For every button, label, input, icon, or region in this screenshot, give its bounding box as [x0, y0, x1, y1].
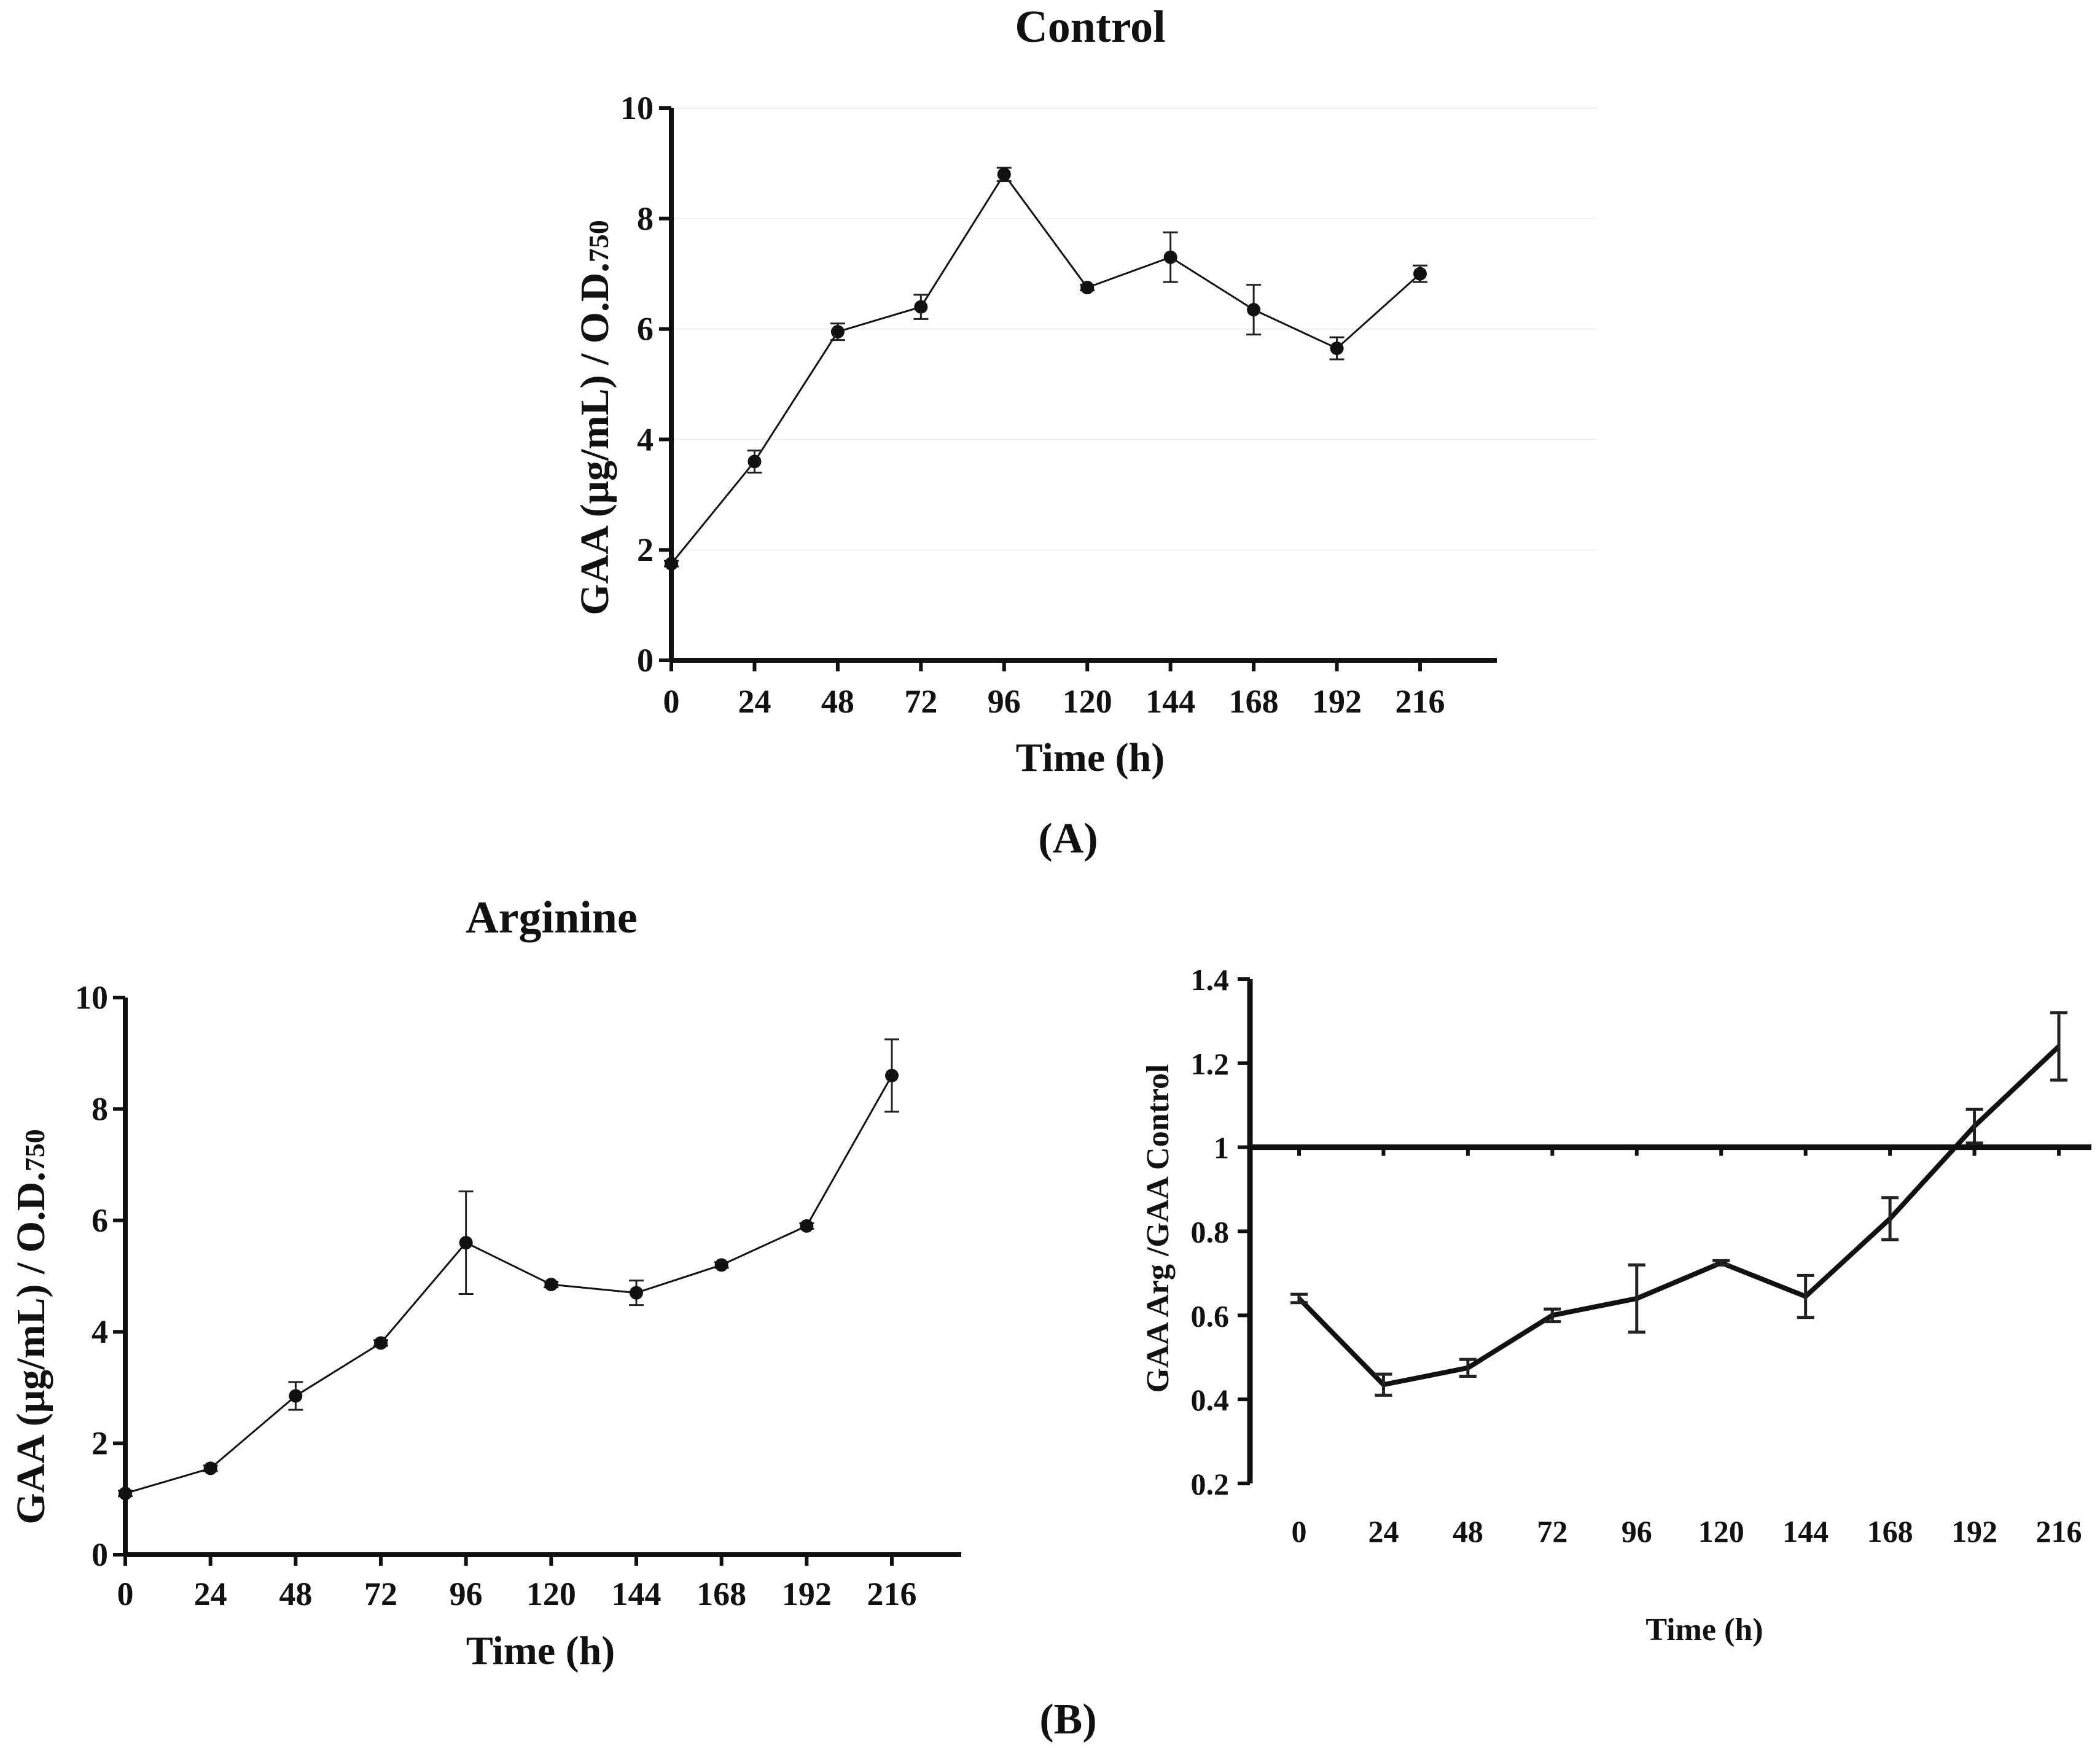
x-tick-label: 192: [1951, 1514, 1997, 1549]
y-tick-label: 2: [637, 531, 654, 568]
x-tick-label: 48: [821, 683, 854, 720]
x-tick-label: 216: [1395, 683, 1445, 720]
data-point: [1247, 303, 1261, 317]
x-tick-label: 96: [1622, 1514, 1652, 1549]
ratio-chart: 0.2 0.4 0.6 0.8 1 1.2 1.4 0 24 48 72 96 120 144 168 19…: [1141, 963, 2091, 1647]
data-point: [459, 1236, 473, 1250]
x-tick-label: 144: [612, 1576, 662, 1612]
control-y-axis-label-sub: 750: [583, 220, 614, 262]
y-tick-label: 0.2: [1191, 1467, 1230, 1501]
y-tick-label: 0.4: [1191, 1383, 1230, 1417]
x-tick-label: 192: [782, 1576, 832, 1612]
x-tick-label: 216: [867, 1576, 917, 1612]
x-tick-label: 120: [1063, 683, 1112, 720]
y-tick-label: 10: [620, 90, 654, 127]
arginine-x-ticks: 0 24 48 72 96 120 144 168 192 216: [117, 1555, 917, 1612]
data-point: [1080, 281, 1095, 295]
y-tick-label: 0: [92, 1536, 108, 1573]
arginine-chart-title: Arginine: [466, 893, 638, 943]
arginine-y-axis-label: GAA (μg/mL) / O.D.750: [9, 1129, 53, 1525]
x-tick-label: 72: [364, 1576, 397, 1612]
control-y-axis-label-main: GAA (μg/mL) / O.D.: [572, 262, 617, 615]
y-tick-label: 0.6: [1191, 1299, 1230, 1333]
x-tick-label: 96: [450, 1576, 483, 1612]
data-point: [544, 1278, 558, 1292]
x-tick-label: 72: [904, 683, 937, 720]
ratio-x-axis-label: Time (h): [1645, 1612, 1763, 1647]
data-point: [289, 1389, 303, 1403]
x-tick-label: 0: [663, 683, 680, 720]
control-x-axis-label: Time (h): [1016, 735, 1165, 780]
data-point: [747, 455, 762, 469]
ratio-y-ticks: 0.2 0.4 0.6 0.8 1 1.2 1.4: [1191, 963, 1250, 1501]
data-point: [914, 300, 928, 314]
x-tick-label: 168: [1229, 683, 1279, 720]
data-point: [997, 167, 1011, 181]
arginine-y-ticks: 0 2 4 6 8 10: [75, 979, 125, 1573]
y-tick-label: 1.4: [1191, 963, 1230, 997]
y-tick-label: 6: [92, 1202, 108, 1239]
arginine-x-axis-label: Time (h): [466, 1628, 615, 1673]
x-tick-label: 144: [1146, 683, 1195, 720]
ratio-reference-line: [1250, 1144, 2091, 1156]
x-tick-label: 192: [1312, 683, 1362, 720]
arginine-y-axis-label-sub: 750: [19, 1129, 50, 1171]
data-point: [830, 325, 845, 339]
y-tick-label: 0: [637, 642, 654, 679]
y-tick-label: 10: [75, 979, 108, 1016]
ratio-series: [1290, 1011, 2067, 1397]
control-chart-title: Control: [1015, 2, 1165, 52]
data-point: [374, 1336, 388, 1350]
x-tick-label: 168: [1867, 1514, 1913, 1549]
x-tick-label: 96: [988, 683, 1021, 720]
series-line: [670, 173, 1421, 565]
x-tick-label: 168: [697, 1576, 746, 1612]
control-x-ticks: 0 24 48 72 96 120 144 168 192 216: [663, 660, 1445, 720]
panel-a-label: (A): [1038, 815, 1098, 862]
x-tick-label: 24: [1368, 1514, 1399, 1549]
arginine-y-axis-label-main: GAA (μg/mL) / O.D.: [9, 1171, 53, 1525]
data-point: [800, 1219, 814, 1233]
control-series: [664, 166, 1427, 571]
data-point: [203, 1461, 217, 1475]
x-tick-label: 48: [1453, 1514, 1483, 1549]
data-point: [1163, 250, 1177, 264]
ratio-y-axis-label: GAA Arg /GAA Control: [1141, 1065, 1176, 1393]
panel-b-label: (B): [1039, 1696, 1096, 1743]
arginine-series: [118, 1038, 899, 1501]
x-tick-label: 48: [279, 1576, 312, 1612]
control-gridlines: [671, 107, 1597, 551]
y-tick-label: 4: [92, 1313, 108, 1350]
y-tick-label: 1.2: [1191, 1047, 1230, 1081]
x-tick-label: 0: [117, 1576, 134, 1612]
x-tick-label: 120: [526, 1576, 576, 1612]
data-point: [630, 1286, 643, 1300]
y-tick-label: 1: [1214, 1131, 1229, 1165]
data-point: [885, 1068, 899, 1082]
control-y-axis-label: GAA (μg/mL) / O.D.750: [572, 220, 617, 615]
y-tick-label: 2: [92, 1425, 108, 1462]
x-tick-label: 24: [194, 1576, 227, 1612]
x-tick-label: 120: [1698, 1514, 1744, 1549]
data-point: [1413, 267, 1427, 281]
x-tick-label: 0: [1292, 1514, 1307, 1549]
y-tick-label: 0.8: [1191, 1215, 1230, 1249]
x-tick-label: 216: [2036, 1514, 2082, 1549]
x-tick-label: 144: [1782, 1514, 1829, 1549]
series-line: [125, 1075, 893, 1494]
control-y-ticks: 0 2 4 6 8 10: [620, 90, 671, 679]
y-tick-label: 8: [92, 1090, 108, 1127]
y-tick-label: 8: [637, 200, 654, 237]
y-tick-label: 4: [637, 421, 654, 458]
ratio-x-ticks: 0 24 48 72 96 120 144 168 192 216: [1292, 1514, 2082, 1549]
y-tick-label: 6: [637, 311, 654, 348]
data-point: [714, 1258, 728, 1272]
x-tick-label: 24: [738, 683, 771, 720]
data-point: [1330, 342, 1344, 356]
series-line: [1297, 1044, 2061, 1388]
x-tick-label: 72: [1537, 1514, 1567, 1549]
